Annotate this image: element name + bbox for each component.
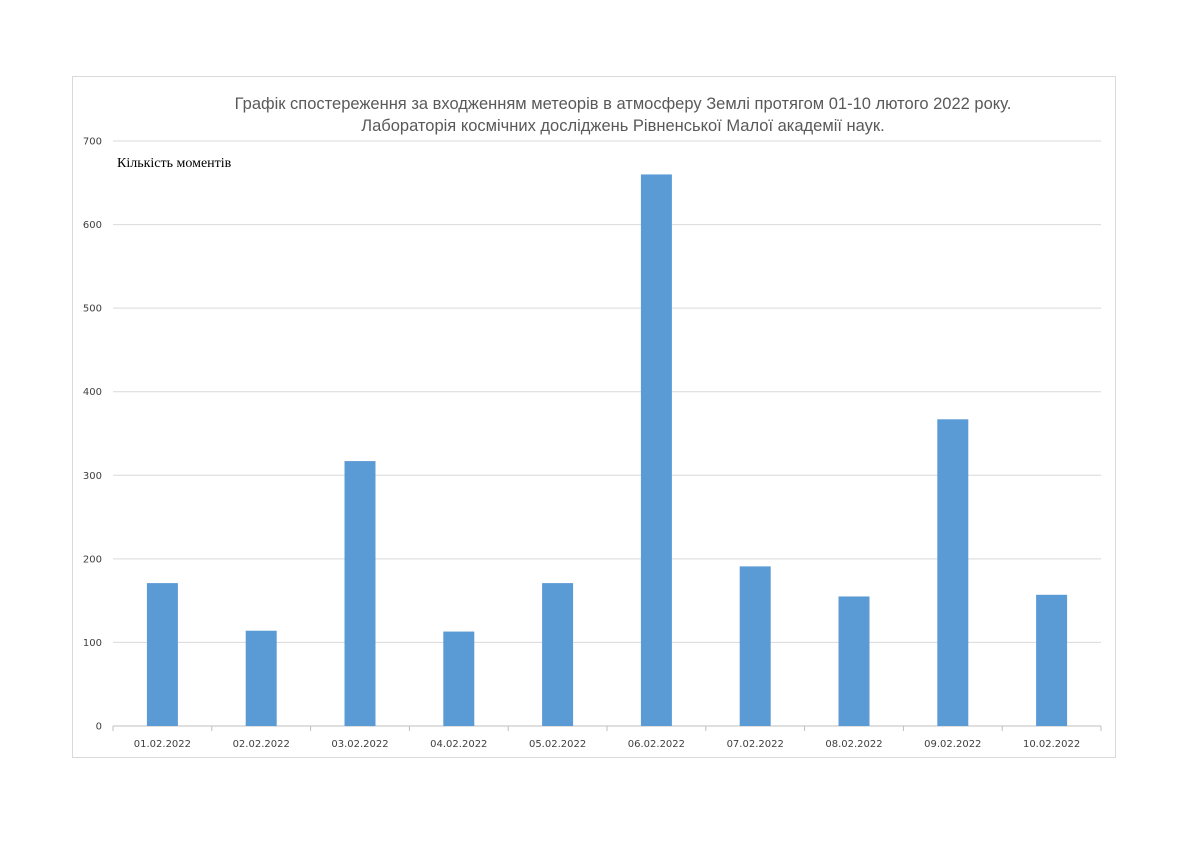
x-tick-label: 04.02.2022 xyxy=(430,739,487,750)
y-tick-label: 300 xyxy=(83,471,102,482)
bar-04.02.2022 xyxy=(443,631,475,726)
y-tick-label: 200 xyxy=(83,554,102,565)
y-tick-label: 100 xyxy=(83,638,102,649)
x-tick-label: 01.02.2022 xyxy=(134,739,191,750)
x-tick-label: 07.02.2022 xyxy=(727,739,784,750)
y-tick-label: 600 xyxy=(83,220,102,231)
x-tick-label: 09.02.2022 xyxy=(924,739,981,750)
chart-title-line-1: Графік спостереження за входженням метео… xyxy=(235,95,1012,113)
y-axis-label: Кількість моментів xyxy=(117,156,232,171)
x-tick-label: 10.02.2022 xyxy=(1023,739,1080,750)
chart-title-line-2: Лабораторія космічних досліджень Рівненс… xyxy=(361,117,884,135)
bar-01.02.2022 xyxy=(146,583,178,726)
bars xyxy=(146,174,1068,726)
chart-title: Графік спостереження за входженням метео… xyxy=(235,95,1012,135)
gridlines xyxy=(113,140,1101,727)
y-tick-label: 400 xyxy=(83,387,102,398)
bar-06.02.2022 xyxy=(640,174,672,726)
y-tick-label: 500 xyxy=(83,304,102,315)
y-tick-label: 700 xyxy=(83,137,102,148)
bar-chart: Графік спостереження за входженням метео… xyxy=(83,95,1102,750)
y-tick-label: 0 xyxy=(96,722,102,733)
chart-frame: Графік спостереження за входженням метео… xyxy=(72,76,1116,758)
x-tick-label: 06.02.2022 xyxy=(628,739,685,750)
x-axis-ticks: 01.02.2022 02.02.2022 03.02.2022 04.02.2022… xyxy=(112,726,1102,750)
y-axis-ticks: 0 100 200 300 400 500 600 700 xyxy=(83,137,102,733)
bar-05.02.2022 xyxy=(542,583,574,726)
bar-08.02.2022 xyxy=(838,596,870,726)
bar-10.02.2022 xyxy=(1036,594,1068,726)
x-tick-label: 08.02.2022 xyxy=(825,739,882,750)
bar-09.02.2022 xyxy=(937,419,969,726)
bar-07.02.2022 xyxy=(739,566,771,726)
bar-03.02.2022 xyxy=(344,461,376,726)
x-tick-label: 02.02.2022 xyxy=(233,739,290,750)
bar-02.02.2022 xyxy=(245,630,277,726)
x-tick-label: 05.02.2022 xyxy=(529,739,586,750)
x-tick-label: 03.02.2022 xyxy=(331,739,388,750)
